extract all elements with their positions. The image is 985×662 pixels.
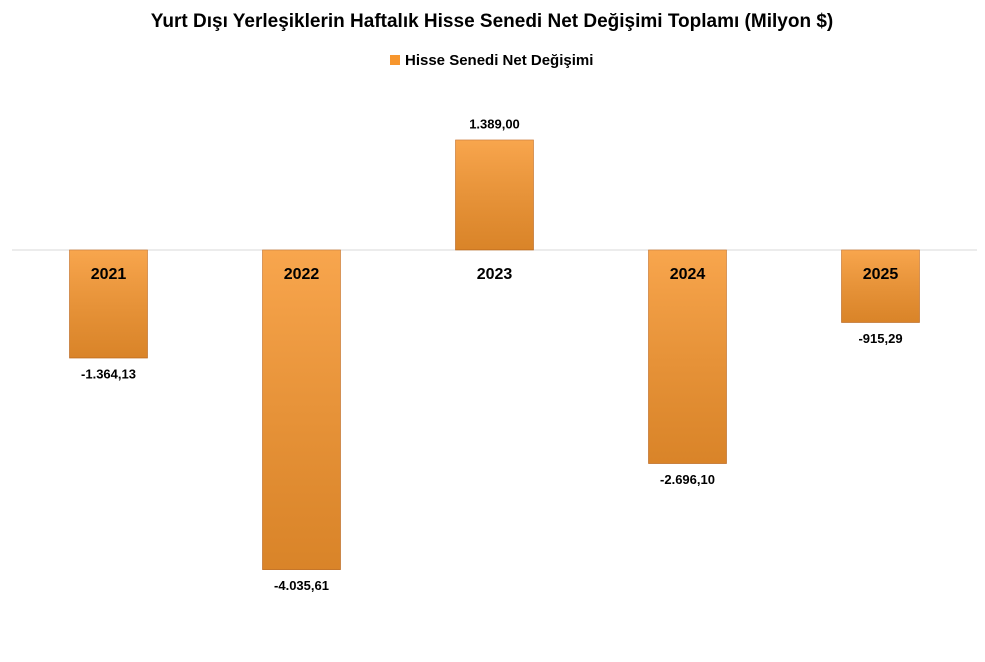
data-label: -4.035,61 [274, 578, 329, 593]
data-label: -2.696,10 [660, 472, 715, 487]
data-label: 1.389,00 [469, 116, 520, 131]
legend-label: Hisse Senedi Net Değişimi [405, 52, 593, 69]
data-label: -1.364,13 [81, 366, 136, 381]
x-tick-label: 2023 [477, 266, 513, 283]
bar-shade [455, 139, 534, 250]
x-tick-label: 2025 [863, 266, 899, 283]
bar-shade [262, 250, 341, 570]
chart-title: Yurt Dışı Yerleşiklerin Haftalık Hisse S… [151, 11, 833, 32]
data-label: -915,29 [858, 331, 902, 346]
bar-shade [648, 250, 727, 464]
bar-shade [841, 250, 920, 323]
legend-swatch [390, 55, 400, 65]
x-tick-label: 2021 [91, 266, 127, 283]
x-tick-label: 2024 [670, 266, 706, 283]
x-tick-label: 2022 [284, 266, 320, 283]
bar-shade [69, 250, 148, 359]
